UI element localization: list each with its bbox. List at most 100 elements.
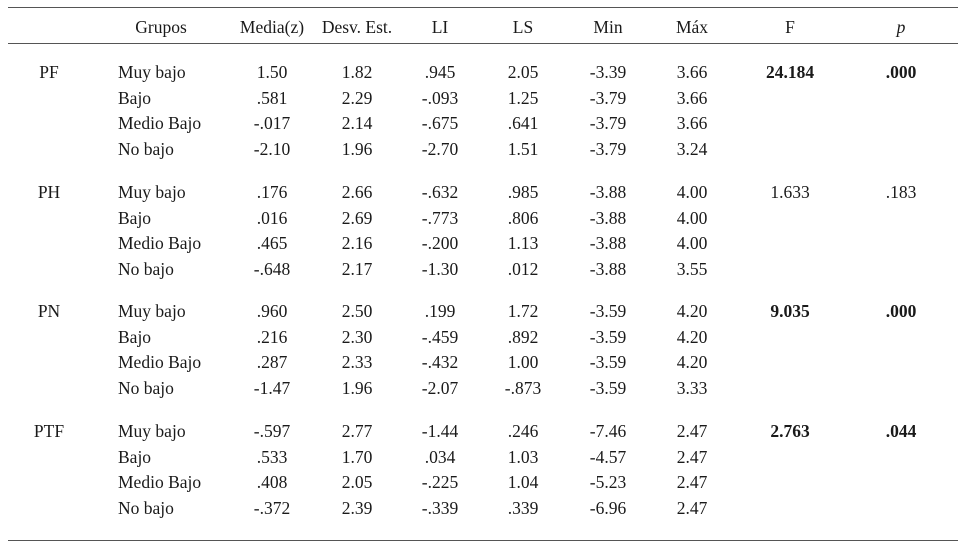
cell-desv: 2.66 [341,182,373,202]
cell-desv: 2.16 [341,233,373,253]
cell-desv: 1.70 [341,446,373,467]
cell-max: 2.47 [676,446,708,467]
cell-min: -7.46 [589,421,627,441]
cell-max: 2.47 [676,472,708,492]
cell-max: 3.66 [676,62,708,82]
cell-max: 4.00 [676,182,708,202]
cell-desv: 2.33 [341,352,373,372]
cell-max: 4.00 [676,233,708,253]
factor-label: PF [39,62,59,82]
cell-desv: 1.82 [341,62,373,82]
cell-media: .581 [256,87,288,108]
header-rule [8,43,958,44]
cell-ls: 1.25 [507,87,539,108]
cell-media: .408 [256,472,288,492]
p-value: .000 [885,62,917,82]
p-value: .044 [885,421,917,441]
cell-li: -1.30 [421,258,459,279]
cell-grupo: Bajo [118,326,152,347]
cell-grupo: No bajo [118,497,174,518]
cell-li: -2.07 [421,377,459,398]
cell-ls: .339 [507,497,539,518]
cell-media: .960 [256,301,288,321]
header-media: Media(z) [239,17,305,37]
cell-min: -3.79 [589,113,627,133]
cell-max: 4.20 [676,352,708,372]
factor-label: PN [37,301,61,321]
p-value: .183 [885,182,917,202]
cell-media: 1.50 [256,62,288,82]
f-value: 24.184 [765,62,815,82]
cell-ls: 1.04 [507,472,539,492]
cell-media: .216 [256,326,288,347]
cell-li: -.200 [421,233,459,253]
cell-max: 4.20 [676,326,708,347]
f-value: 1.633 [770,182,810,202]
cell-grupo: Muy bajo [118,421,186,441]
cell-grupo: Muy bajo [118,301,186,321]
cell-min: -4.57 [589,446,627,467]
cell-ls: .246 [507,421,539,441]
cell-max: 3.55 [676,258,708,279]
cell-min: -6.96 [589,497,627,518]
header-p: p [896,17,906,37]
cell-grupo: Bajo [118,87,152,108]
cell-media: .287 [256,352,288,372]
cell-min: -3.59 [589,326,627,347]
bottom-rule [8,540,958,541]
cell-li: -.773 [421,207,459,228]
cell-desv: 2.30 [341,326,373,347]
cell-desv: 1.96 [341,377,373,398]
cell-li: .945 [424,62,456,82]
cell-max: 3.33 [676,377,708,398]
cell-desv: 2.17 [341,258,373,279]
cell-min: -3.59 [589,352,627,372]
cell-desv: 2.39 [341,497,373,518]
cell-media: .465 [256,233,288,253]
cell-media: .533 [256,446,288,467]
cell-grupo: Bajo [118,446,152,467]
cell-li: .199 [424,301,456,321]
cell-ls: -.873 [504,377,542,398]
cell-max: 4.00 [676,207,708,228]
cell-min: -3.88 [589,182,627,202]
cell-li: -.225 [421,472,459,492]
factor-label: PTF [33,421,65,441]
cell-grupo: Medio Bajo [118,352,202,372]
cell-li: -.093 [421,87,459,108]
cell-min: -3.88 [589,258,627,279]
cell-media: -2.10 [253,138,291,159]
cell-ls: 1.51 [507,138,539,159]
cell-ls: .641 [507,113,539,133]
cell-desv: 1.96 [341,138,373,159]
cell-grupo: Muy bajo [118,62,186,82]
cell-desv: 2.50 [341,301,373,321]
header-li: LI [431,17,449,37]
cell-min: -3.79 [589,138,627,159]
cell-max: 3.24 [676,138,708,159]
cell-li: -.432 [421,352,459,372]
cell-min: -3.88 [589,233,627,253]
cell-max: 3.66 [676,113,708,133]
cell-ls: .985 [507,182,539,202]
cell-ls: 2.05 [507,62,539,82]
f-value: 2.763 [770,421,810,441]
cell-min: -3.79 [589,87,627,108]
cell-li: -1.44 [421,421,459,441]
cell-max: 4.20 [676,301,708,321]
cell-max: 2.47 [676,497,708,518]
cell-ls: .892 [507,326,539,347]
cell-media: -1.47 [253,377,291,398]
cell-grupo: Bajo [118,207,152,228]
cell-ls: .806 [507,207,539,228]
f-value: 9.035 [770,301,810,321]
cell-ls: 1.03 [507,446,539,467]
factor-label: PH [37,182,61,202]
header-max: Máx [675,17,709,37]
cell-grupo: No bajo [118,138,174,159]
cell-min: -3.88 [589,207,627,228]
cell-li: -.459 [421,326,459,347]
cell-max: 2.47 [676,421,708,441]
cell-li: -2.70 [421,138,459,159]
top-rule [8,7,958,8]
